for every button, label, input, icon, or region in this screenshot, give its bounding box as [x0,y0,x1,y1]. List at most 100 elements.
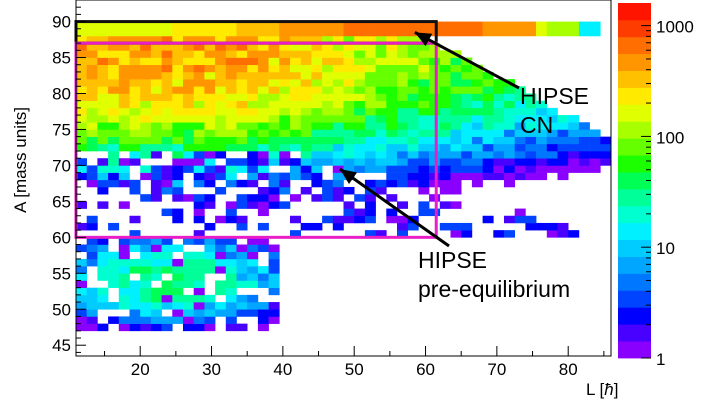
heatmap-cell [161,258,173,267]
heatmap-cell [193,179,205,188]
heatmap-cell [204,122,216,130]
heatmap-cell [247,258,259,267]
heatmap-cell [183,136,194,145]
heatmap-cell [193,266,205,274]
heatmap-cell [461,222,473,231]
heatmap-cell [397,222,408,231]
y-tick-label: 45 [52,336,71,355]
heatmap-cell [172,21,184,30]
heatmap-cell [279,71,291,80]
heatmap-cell [257,100,269,109]
heatmap-cell [183,28,194,37]
heatmap-cell [129,258,141,267]
heatmap-cell [247,28,259,37]
heatmap-cell [354,93,366,101]
heatmap-cell [429,129,441,137]
heatmap-cell [268,194,280,202]
heatmap-cell [375,158,387,166]
heatmap-cell [225,258,237,267]
heatmap-cell [450,93,462,101]
heatmap-cell [439,107,451,116]
heatmap-cell [172,115,184,123]
heatmap-cell [193,172,205,181]
heatmap-cell [493,129,505,137]
annotation-text: HIPSE [418,247,487,273]
heatmap-cell [343,129,355,137]
heatmap-cell [504,151,515,159]
heatmap-cell [150,186,162,195]
heatmap-cell [268,273,280,281]
heatmap-cell [76,158,87,166]
heatmap-cell [311,222,323,231]
heatmap-cell [215,309,227,317]
heatmap-cell [290,158,301,166]
heatmap-cell [118,302,130,310]
heatmap-cell [86,136,98,145]
heatmap-cell [471,64,483,73]
heatmap-cell [482,165,494,173]
color-scale: 1 10 100 1000 [618,3,694,369]
heatmap-cell [108,115,120,123]
heatmap-cell [386,122,398,130]
y-tick-label: 85 [52,49,71,68]
heatmap-cell [332,222,344,231]
heatmap-cell [193,64,205,73]
heatmap-cell [172,86,184,94]
heatmap-cell [140,294,152,303]
heatmap-cell [129,302,141,310]
plot-frame [75,0,612,357]
heatmap-cell [150,122,162,130]
heatmap-cell [268,21,280,30]
heatmap-cell [97,251,109,260]
heatmap-cell [204,64,216,73]
heatmap-cell [215,115,227,123]
heatmap-cell [343,215,355,224]
heatmap-cell [204,316,216,324]
heatmap-cell [290,165,301,173]
heatmap-cell [76,287,87,296]
heatmap-cell [364,28,376,37]
colorbar-segment [618,324,651,342]
heatmap-cell [461,21,473,30]
heatmap-cell [247,129,259,137]
heatmap-cell [568,158,580,166]
heatmap-cell [215,143,227,152]
heatmap-cell [311,35,323,44]
heatmap-cell [397,79,408,87]
heatmap-cell [140,143,152,152]
heatmap-cell [225,208,237,217]
heatmap-cell [407,71,419,80]
heatmap-cell [471,179,483,188]
heatmap-cell [439,93,451,101]
heatmap-cell [129,50,141,58]
heatmap-cell [343,136,355,145]
heatmap-cell [407,115,419,123]
heatmap-cell [161,179,173,188]
heatmap-cell [204,165,216,173]
heatmap-cell [215,79,227,87]
heatmap-cell [140,194,152,202]
heatmap-cell [546,158,558,166]
heatmap-cell [150,179,162,188]
heatmap-cell [161,143,173,152]
heatmap-cell [418,208,430,217]
heatmap-cell [161,28,173,37]
heatmap-cell [76,201,87,209]
heatmap-cell [204,35,216,44]
heatmap-cell [225,136,237,145]
heatmap-cell [118,43,130,51]
heatmap-cell [215,172,227,181]
heatmap-cell [108,79,120,87]
heatmap-cell [86,287,98,296]
heatmap-cell [364,115,376,123]
colorbar-segment [618,70,651,88]
heatmap-cell [439,222,451,231]
heatmap-cell [386,50,398,58]
heatmap-cell [86,244,98,253]
heatmap-cell [568,136,580,145]
heatmap-cell [364,122,376,130]
heatmap-cell [386,43,398,51]
heatmap-cell [257,222,269,231]
heatmap-cell [247,194,259,202]
heatmap-cell [279,79,291,87]
